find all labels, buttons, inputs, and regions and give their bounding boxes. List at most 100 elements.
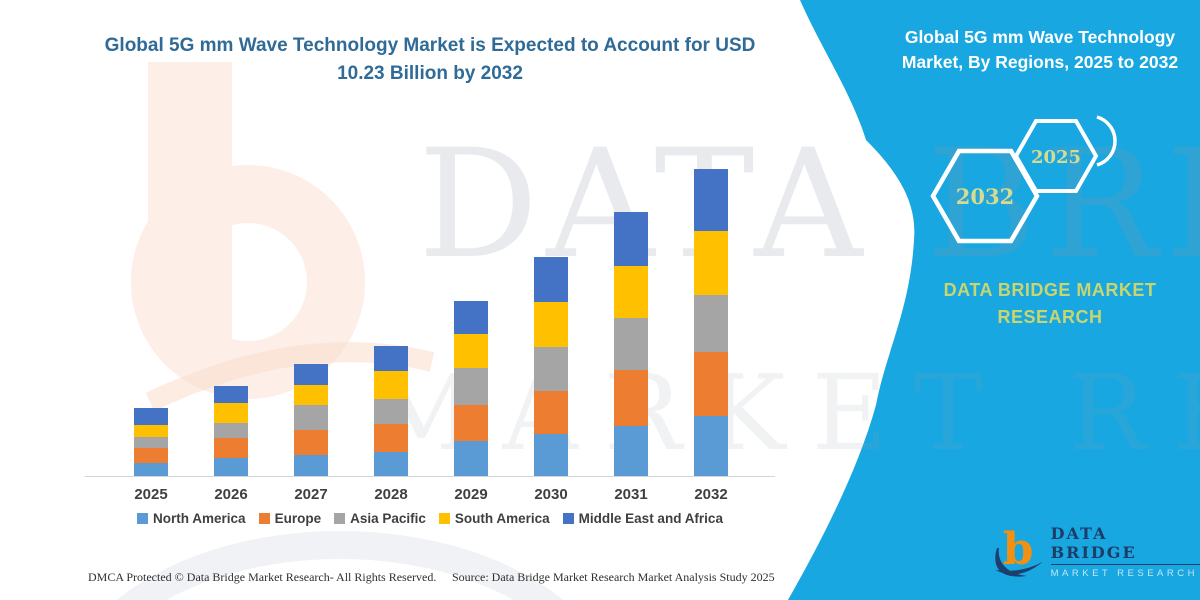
bar-segment (534, 347, 568, 391)
bar-column-2026 (191, 385, 271, 476)
bar-segment (614, 370, 648, 426)
bar-segment (534, 256, 568, 303)
bar-stack (214, 385, 248, 476)
bar-segment (614, 318, 648, 371)
x-axis-label: 2032 (694, 486, 728, 503)
sidebar-brand-text: DATA BRIDGE MARKET RESEARCH (943, 280, 1157, 327)
bar-stack (374, 346, 408, 476)
bar-segment (134, 424, 168, 437)
bar-stack (694, 169, 728, 476)
bar-segment (454, 440, 488, 476)
bar-segment (534, 433, 568, 476)
bar-segment (534, 390, 568, 434)
legend-swatch-icon (438, 513, 450, 524)
legend-label: Asia Pacific (350, 511, 426, 526)
bar-segment (454, 300, 488, 335)
legend-swatch-icon (334, 513, 346, 524)
bar-segment (374, 452, 408, 476)
bar-segment (134, 407, 168, 425)
bar-segment (454, 404, 488, 441)
chart-title: Global 5G mm Wave Technology Market is E… (104, 35, 756, 84)
bar-segment (214, 437, 248, 458)
x-axis-labels: 2025 2026 2027 2028 2029 2030 2031 2032 (111, 486, 751, 503)
x-axis-label: 2031 (614, 486, 648, 503)
x-axis-label: 2028 (374, 486, 408, 503)
footer-copyright: DMCA Protected © Data Bridge Market Rese… (88, 570, 437, 584)
legend-item: Europe (258, 511, 322, 526)
bar-column-2031 (591, 211, 671, 476)
x-axis-label: 2027 (294, 486, 328, 503)
legend-item: Asia Pacific (334, 511, 426, 526)
legend-label: Europe (274, 511, 322, 526)
plot-area (111, 156, 751, 476)
bar-segment (454, 368, 488, 405)
partial-hexagon-arc-icon (1096, 115, 1117, 167)
bar-segment (614, 266, 648, 319)
data-bridge-logo-icon: b (994, 526, 1043, 577)
bar-segment (294, 384, 328, 405)
data-bridge-logo: b DATA BRIDGE MARKET RESEARCH (993, 524, 1200, 579)
bar-segment (294, 404, 328, 430)
bar-segment (534, 302, 568, 348)
hexagon-2025-badge: 2025 (1013, 119, 1099, 193)
x-axis-label: 2025 (134, 486, 168, 503)
hexagon-2032-badge: 2032 (930, 148, 1040, 244)
legend-item: Middle East and Africa (562, 511, 723, 526)
svg-text:b: b (1003, 526, 1034, 575)
x-axis-line (85, 476, 775, 477)
x-axis-label: 2026 (214, 486, 248, 503)
hexagon-2032-label: 2032 (956, 184, 1014, 209)
legend-item: South America (438, 511, 550, 526)
logo-name: DATA BRIDGE (1050, 524, 1200, 565)
bar-stack (534, 256, 568, 476)
x-axis-label: 2029 (454, 486, 488, 503)
legend: North America Europe Asia Pacific South Ame… (85, 511, 775, 526)
bar-stack (134, 407, 168, 476)
bar-segment (614, 211, 648, 267)
bar-segment (294, 429, 328, 455)
bar-stack (294, 364, 328, 476)
bar-stack (614, 211, 648, 476)
bar-segment (214, 385, 248, 403)
bar-segment (134, 436, 168, 448)
gray-swoosh-watermark-icon (116, 531, 564, 600)
bar-stack (454, 300, 488, 476)
bar-column-2029 (431, 300, 511, 476)
bar-segment (454, 334, 488, 369)
bar-segment (694, 169, 728, 231)
bar-segment (214, 458, 248, 476)
footer-source: Source: Data Bridge Market Research Mark… (452, 570, 775, 584)
legend-label: North America (153, 511, 246, 526)
bar-segment (294, 364, 328, 385)
bar-segment (614, 425, 648, 476)
bar-column-2028 (351, 346, 431, 476)
legend-swatch-icon (258, 513, 270, 524)
bar-column-2025 (111, 407, 191, 476)
hexagon-2025-label: 2025 (1031, 147, 1081, 168)
legend-swatch-icon (562, 513, 574, 524)
bar-segment (374, 371, 408, 399)
bar-segment (374, 346, 408, 372)
bar-segment (134, 447, 168, 463)
legend-swatch-icon (137, 513, 149, 524)
bar-column-2027 (271, 364, 351, 476)
bar-segment (214, 402, 248, 423)
x-axis-label: 2030 (534, 486, 568, 503)
bar-segment (694, 230, 728, 296)
bar-segment (694, 352, 728, 416)
legend-item: North America (137, 511, 246, 526)
bar-segment (694, 295, 728, 353)
bar-segment (134, 462, 168, 476)
bar-segment (374, 398, 408, 424)
bar-segment (294, 455, 328, 476)
bar-segment (214, 422, 248, 438)
bar-segment (374, 423, 408, 452)
bar-column-2030 (511, 256, 591, 476)
bar-segment (694, 415, 728, 476)
sidebar-heading: Global 5G mm Wave Technology Market, By … (901, 27, 1179, 72)
legend-label: South America (454, 511, 550, 526)
legend-label: Middle East and Africa (578, 511, 723, 526)
bar-column-2032 (671, 169, 751, 476)
logo-subtitle: MARKET RESEARCH (1050, 568, 1198, 579)
